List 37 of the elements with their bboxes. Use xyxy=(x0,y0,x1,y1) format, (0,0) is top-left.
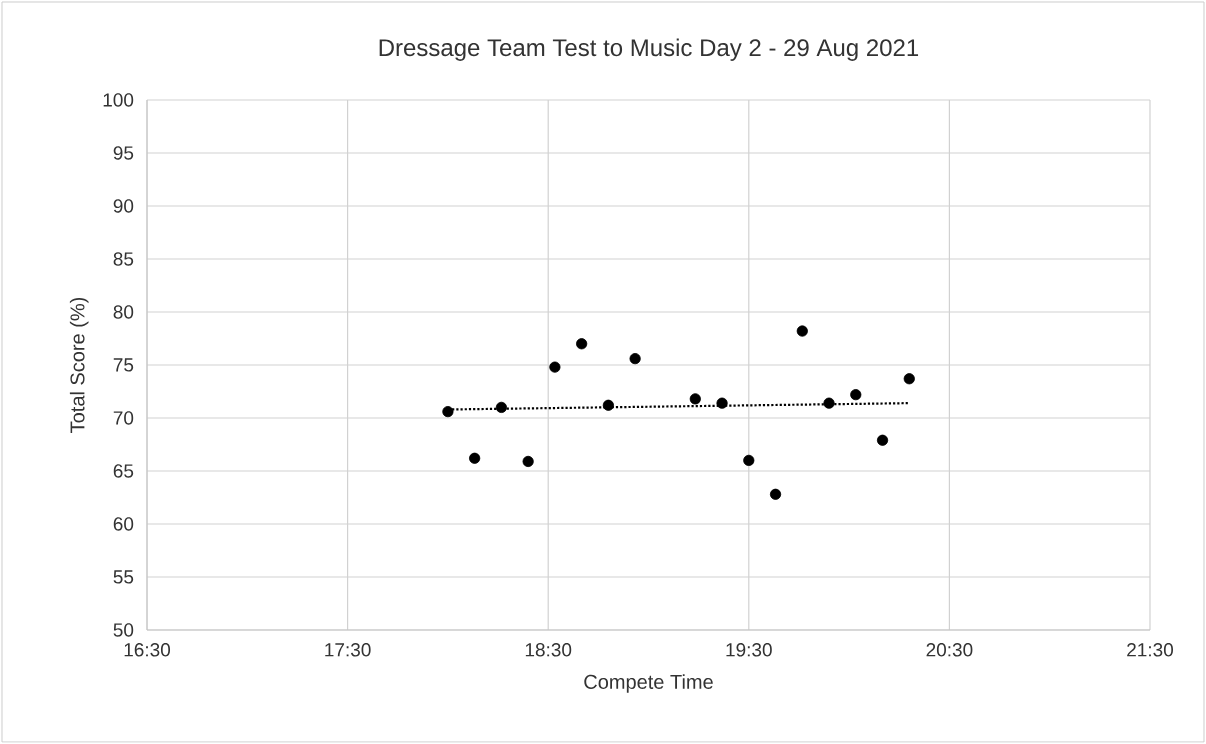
point xyxy=(743,454,755,466)
y-tick-label: 85 xyxy=(113,252,134,266)
point xyxy=(442,406,454,418)
point xyxy=(495,401,507,413)
y-tick-label: 90 xyxy=(113,199,134,213)
y-tick-label: 60 xyxy=(113,517,134,531)
y-tick-label: 50 xyxy=(113,623,134,637)
y-tick-label: 55 xyxy=(113,570,134,584)
point xyxy=(602,399,614,411)
point xyxy=(850,389,862,401)
point xyxy=(629,353,641,365)
point xyxy=(469,452,481,464)
x-axis-title: Compete Time xyxy=(584,674,713,693)
point xyxy=(576,338,588,350)
y-tick-label: 80 xyxy=(113,305,134,319)
x-tick-label: 16:30 xyxy=(124,643,171,657)
point xyxy=(796,325,808,337)
y-tick-label: 65 xyxy=(113,464,134,478)
y-axis-title: Total Score (%) xyxy=(69,297,89,433)
point xyxy=(876,434,889,446)
x-tick-label: 18:30 xyxy=(525,643,572,657)
point xyxy=(689,393,701,405)
point xyxy=(522,455,534,468)
y-tick-label: 95 xyxy=(113,146,134,160)
y-tick-label: 70 xyxy=(113,411,134,425)
point xyxy=(903,373,915,385)
point xyxy=(823,397,835,409)
x-tick-label: 17:30 xyxy=(325,643,371,657)
x-tick-label: 19:30 xyxy=(726,643,772,657)
point xyxy=(549,361,561,373)
y-tick-label: 75 xyxy=(113,358,134,372)
point xyxy=(769,488,782,500)
point xyxy=(716,397,728,409)
x-tick-label: 20:30 xyxy=(926,643,973,657)
x-tick-label: 21:30 xyxy=(1127,643,1174,657)
chart-title: Dressage Team Test to Music Day 2 - 29 Aug 2021 xyxy=(379,38,919,61)
y-tick-label: 100 xyxy=(103,93,134,107)
